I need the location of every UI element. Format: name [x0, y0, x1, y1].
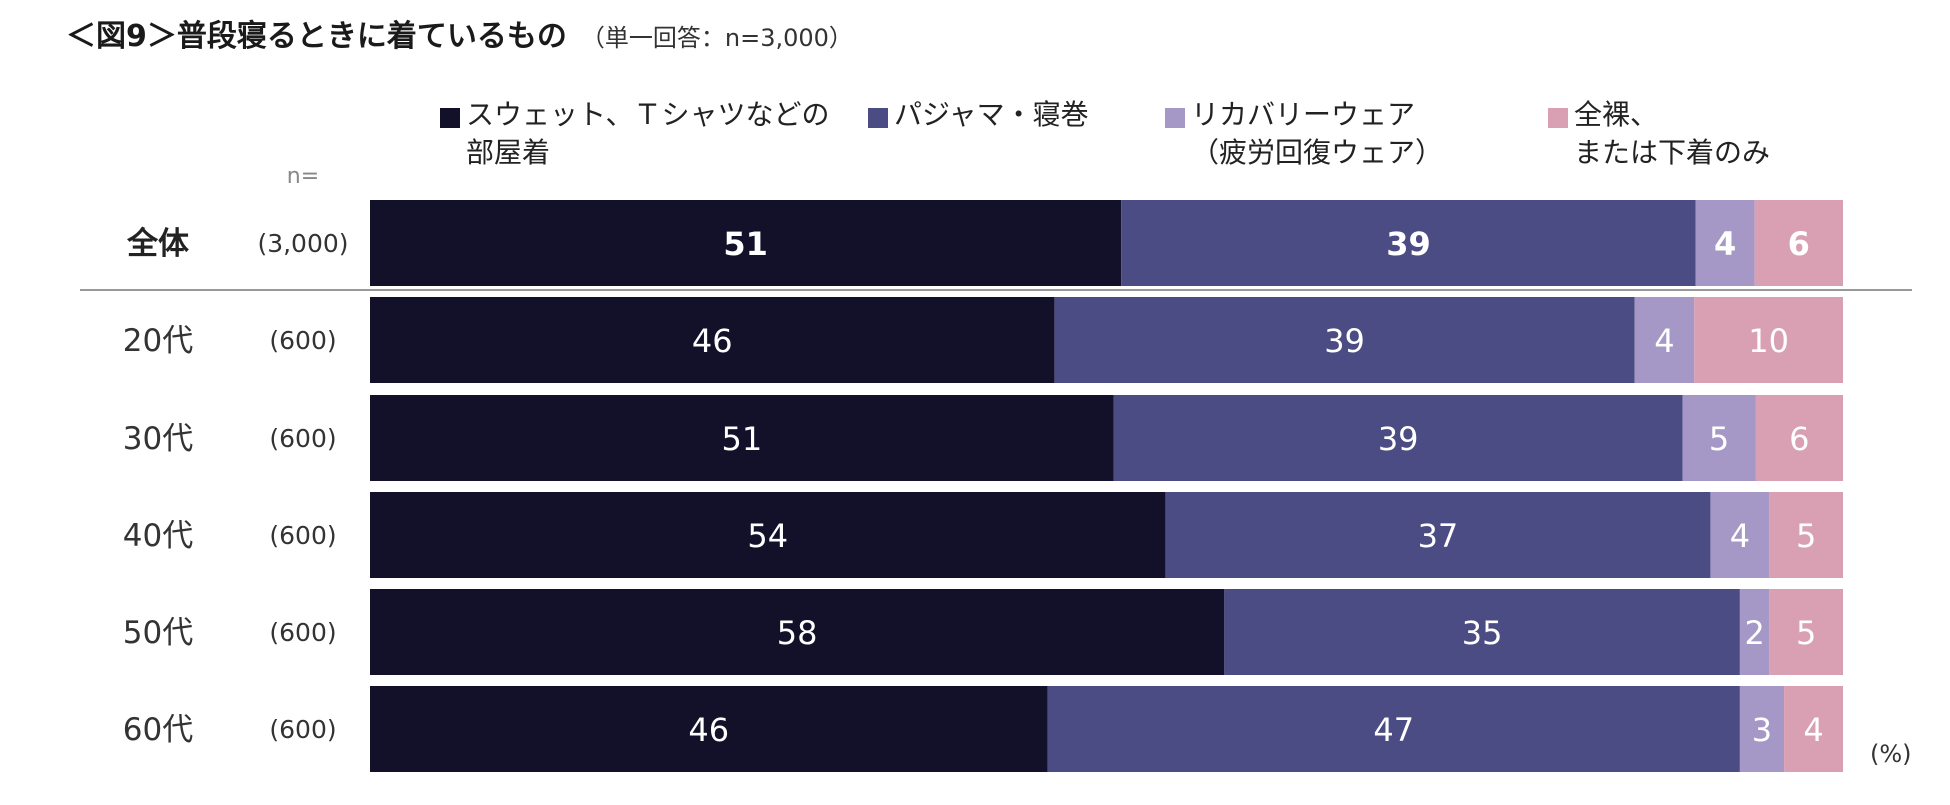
- bar-segment: [1739, 589, 1770, 675]
- chart-subtitle: （単一回答：n=3,000）: [581, 24, 853, 52]
- category-label: 20代: [123, 323, 193, 359]
- legend-label: リカバリーウェア: [1191, 98, 1415, 131]
- bar-segment: [370, 686, 1048, 772]
- value-label: 4: [1803, 711, 1823, 749]
- legend-swatch: [1548, 108, 1568, 128]
- n-value-label: (600): [269, 424, 336, 453]
- value-label: 4: [1654, 322, 1674, 360]
- bar-segment: [1121, 200, 1696, 286]
- legend-swatch: [868, 108, 888, 128]
- legend-label: または下着のみ: [1574, 136, 1770, 169]
- bar-row: 20代 (600) 46 39 4 10: [123, 297, 1843, 383]
- value-label: 10: [1748, 322, 1789, 360]
- value-label: 37: [1418, 517, 1459, 555]
- chart-title: ＜図9＞普段寝るときに着ているもの: [66, 19, 567, 54]
- n-header: n=: [287, 164, 319, 189]
- legend-label: （疲労回復ウェア）: [1191, 136, 1443, 169]
- bar-segment: [1769, 492, 1843, 578]
- legend-label: スウェット、Ｔシャツなどの: [466, 98, 829, 131]
- value-label: 39: [1386, 225, 1431, 263]
- category-label: 40代: [123, 518, 193, 554]
- bar-segment: [1047, 686, 1740, 772]
- category-label: 60代: [123, 712, 193, 748]
- value-label: 4: [1714, 225, 1736, 263]
- value-label: 2: [1744, 614, 1764, 652]
- bar-segment: [1054, 297, 1635, 383]
- legend-item: リカバリーウェア （疲労回復ウェア）: [1165, 98, 1443, 169]
- bar-segment: [1224, 589, 1740, 675]
- bar-segment: [370, 200, 1122, 286]
- value-label: 5: [1796, 614, 1816, 652]
- bar-segment: [370, 492, 1166, 578]
- bar-row: 全体 (3,000) 51 39 4 6: [126, 200, 1843, 286]
- bar-segment: [1755, 395, 1843, 481]
- value-label: 46: [688, 711, 729, 749]
- bar-row: 60代 (600) 46 47 3 4: [123, 686, 1843, 772]
- bar-segment: [370, 395, 1114, 481]
- n-value-label: (600): [269, 715, 336, 744]
- value-label: 39: [1378, 420, 1419, 458]
- bar-segment: [1682, 395, 1756, 481]
- bar-segment: [370, 589, 1225, 675]
- value-label: 6: [1789, 420, 1809, 458]
- bar-segment: [1113, 395, 1683, 481]
- value-label: 54: [747, 517, 788, 555]
- bar-segment: [370, 297, 1055, 383]
- bar-segment: [1165, 492, 1711, 578]
- value-label: 5: [1796, 517, 1816, 555]
- value-label: 46: [692, 322, 733, 360]
- bar-segment: [1784, 686, 1843, 772]
- value-label: 51: [722, 420, 763, 458]
- bar-segment: [1710, 492, 1770, 578]
- value-label: 51: [723, 225, 768, 263]
- value-label: 35: [1462, 614, 1503, 652]
- n-value-label: (3,000): [257, 229, 348, 258]
- legend-item: 全裸、または下着のみ: [1548, 98, 1770, 169]
- legend-swatch: [1165, 108, 1185, 128]
- category-label: 50代: [123, 615, 193, 651]
- value-label: 58: [777, 614, 818, 652]
- legend-item: パジャマ・寝巻: [868, 98, 1089, 131]
- legend-label: 部屋着: [466, 136, 550, 169]
- category-label: 全体: [126, 226, 189, 262]
- legend-swatch: [440, 108, 460, 128]
- value-label: 5: [1709, 420, 1729, 458]
- category-label: 30代: [123, 421, 193, 457]
- bar-segment: [1769, 589, 1843, 675]
- n-value-label: (600): [269, 326, 336, 355]
- bar-segment: [1634, 297, 1695, 383]
- bar-row: 30代 (600) 51 39 5 6: [123, 395, 1843, 481]
- value-label: 3: [1752, 711, 1772, 749]
- legend-label: パジャマ・寝巻: [894, 98, 1089, 131]
- bar-segment: [1754, 200, 1843, 286]
- value-label: 39: [1324, 322, 1365, 360]
- legend-label: 全裸、: [1574, 98, 1658, 131]
- bar-segment: [1739, 686, 1785, 772]
- bar-row: 40代 (600) 54 37 4 5: [123, 492, 1843, 578]
- n-value-label: (600): [269, 521, 336, 550]
- n-value-label: (600): [269, 618, 336, 647]
- bar-segment: [1695, 200, 1755, 286]
- value-label: 6: [1788, 225, 1810, 263]
- value-label: 47: [1373, 711, 1414, 749]
- bar-row: 50代 (600) 58 35 2 5: [123, 589, 1843, 675]
- bar-segment: [1694, 297, 1843, 383]
- value-label: 4: [1730, 517, 1750, 555]
- unit-label: (%): [1870, 740, 1912, 768]
